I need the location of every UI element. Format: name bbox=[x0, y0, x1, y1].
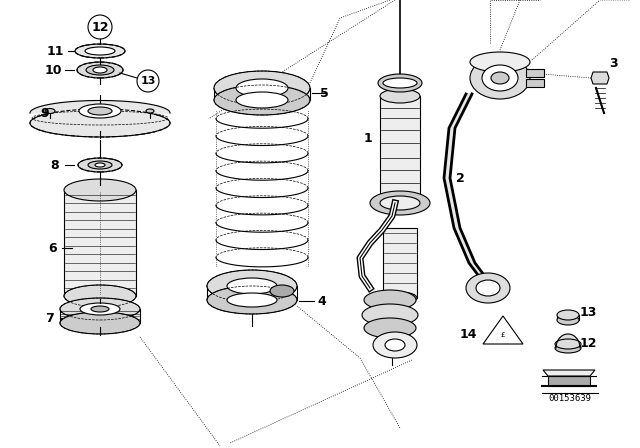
Bar bbox=[383, 228, 417, 298]
Ellipse shape bbox=[380, 89, 420, 103]
Bar bbox=[60, 309, 140, 323]
Ellipse shape bbox=[470, 52, 530, 72]
Ellipse shape bbox=[383, 78, 417, 88]
Text: 11: 11 bbox=[46, 44, 64, 57]
Ellipse shape bbox=[555, 343, 581, 353]
Ellipse shape bbox=[476, 280, 500, 296]
Ellipse shape bbox=[64, 179, 136, 201]
Ellipse shape bbox=[85, 47, 115, 55]
Text: 7: 7 bbox=[45, 311, 54, 324]
Polygon shape bbox=[591, 72, 609, 84]
Ellipse shape bbox=[45, 108, 55, 113]
Ellipse shape bbox=[93, 67, 107, 73]
Ellipse shape bbox=[207, 286, 297, 314]
Ellipse shape bbox=[207, 270, 297, 302]
Ellipse shape bbox=[227, 278, 277, 294]
Polygon shape bbox=[30, 100, 170, 113]
Ellipse shape bbox=[95, 163, 105, 167]
Text: 12: 12 bbox=[579, 336, 596, 349]
Text: 12: 12 bbox=[92, 21, 109, 34]
Ellipse shape bbox=[482, 65, 518, 91]
Ellipse shape bbox=[378, 74, 422, 92]
Ellipse shape bbox=[370, 191, 430, 215]
Bar bbox=[526, 79, 544, 87]
Ellipse shape bbox=[236, 79, 288, 97]
Ellipse shape bbox=[60, 298, 140, 320]
Text: 6: 6 bbox=[49, 241, 58, 254]
Polygon shape bbox=[483, 316, 523, 344]
Ellipse shape bbox=[270, 285, 294, 297]
Ellipse shape bbox=[77, 62, 123, 78]
Text: 10: 10 bbox=[44, 64, 61, 77]
Text: 4: 4 bbox=[317, 294, 326, 307]
Ellipse shape bbox=[79, 104, 121, 118]
Ellipse shape bbox=[214, 85, 310, 115]
Ellipse shape bbox=[380, 196, 420, 210]
Ellipse shape bbox=[362, 304, 418, 326]
Polygon shape bbox=[543, 370, 595, 376]
Circle shape bbox=[88, 15, 112, 39]
Text: 14: 14 bbox=[460, 327, 477, 340]
Ellipse shape bbox=[30, 109, 170, 137]
Ellipse shape bbox=[60, 312, 140, 334]
Text: 2: 2 bbox=[456, 172, 465, 185]
Text: 5: 5 bbox=[319, 86, 328, 99]
Ellipse shape bbox=[555, 339, 581, 349]
Text: £: £ bbox=[501, 332, 505, 338]
Ellipse shape bbox=[80, 303, 120, 315]
Ellipse shape bbox=[557, 315, 579, 325]
Text: 13: 13 bbox=[579, 306, 596, 319]
Ellipse shape bbox=[214, 71, 310, 105]
Ellipse shape bbox=[88, 161, 112, 169]
Text: 9: 9 bbox=[41, 107, 49, 120]
Ellipse shape bbox=[491, 72, 509, 84]
Ellipse shape bbox=[385, 339, 405, 351]
Bar bbox=[526, 69, 544, 77]
Ellipse shape bbox=[383, 292, 417, 304]
Ellipse shape bbox=[78, 158, 122, 172]
Polygon shape bbox=[548, 376, 590, 386]
Ellipse shape bbox=[364, 318, 416, 338]
Ellipse shape bbox=[75, 44, 125, 58]
Ellipse shape bbox=[470, 57, 530, 99]
Ellipse shape bbox=[364, 290, 416, 310]
Ellipse shape bbox=[227, 293, 277, 307]
Polygon shape bbox=[556, 334, 580, 348]
Ellipse shape bbox=[88, 107, 112, 115]
Text: 00153639: 00153639 bbox=[548, 393, 591, 402]
Ellipse shape bbox=[373, 332, 417, 358]
Ellipse shape bbox=[86, 65, 114, 75]
Circle shape bbox=[137, 70, 159, 92]
Ellipse shape bbox=[557, 310, 579, 320]
Ellipse shape bbox=[236, 92, 288, 108]
Ellipse shape bbox=[146, 109, 154, 113]
Ellipse shape bbox=[380, 193, 420, 207]
Ellipse shape bbox=[466, 273, 510, 303]
Polygon shape bbox=[444, 94, 490, 283]
Bar bbox=[64, 190, 136, 296]
Text: 1: 1 bbox=[364, 132, 372, 145]
Ellipse shape bbox=[91, 306, 109, 312]
Text: 3: 3 bbox=[610, 56, 618, 69]
Text: 8: 8 bbox=[51, 159, 60, 172]
Text: 13: 13 bbox=[140, 76, 156, 86]
Bar bbox=[380, 96, 420, 200]
Ellipse shape bbox=[64, 285, 136, 307]
